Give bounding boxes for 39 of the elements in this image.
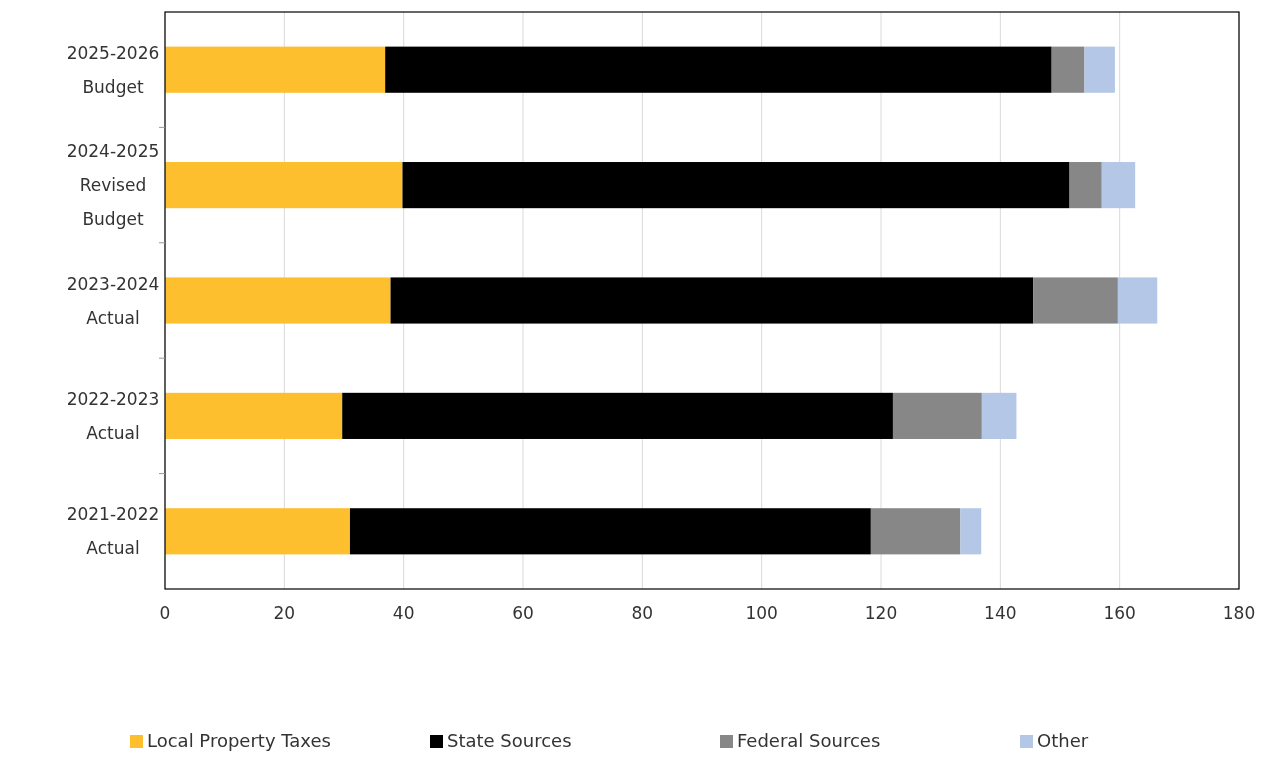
bar <box>385 46 1052 93</box>
bar <box>870 508 961 555</box>
legend-label: Local Property Taxes <box>147 730 331 751</box>
y-tick-label: 2025-2026 Budget <box>66 42 160 97</box>
x-tick-label: 60 <box>512 603 534 623</box>
bar <box>165 46 386 93</box>
bar <box>165 508 350 555</box>
x-tick-label: 40 <box>392 603 415 623</box>
bar <box>165 277 391 324</box>
bar <box>1051 46 1085 93</box>
bar <box>349 508 871 555</box>
bar <box>402 162 1070 209</box>
x-tick-label: 20 <box>273 603 296 623</box>
y-tick-label: 2023-2024 Actual <box>66 273 160 328</box>
x-tick-label: 140 <box>984 603 1017 623</box>
x-tick-label: 120 <box>864 603 898 623</box>
legend-label: Other <box>1037 730 1089 751</box>
bar <box>342 392 893 439</box>
y-tick-label: 2022-2023 Actual <box>66 388 160 443</box>
bar <box>390 277 1034 324</box>
bar <box>1101 162 1136 209</box>
bar <box>981 392 1017 439</box>
y-tick-label: 2024-2025 Revised Budget <box>66 141 160 230</box>
x-tick-label: 160 <box>1103 603 1136 623</box>
bar <box>1084 46 1115 93</box>
y-tick-label: 2021-2022 Actual <box>66 504 160 559</box>
bar <box>165 392 343 439</box>
bar <box>1117 277 1158 324</box>
x-tick-label: 80 <box>631 603 654 623</box>
x-tick-label: 0 <box>159 603 171 623</box>
x-tick-label: 180 <box>1222 603 1256 623</box>
bar <box>165 162 403 209</box>
bar <box>960 508 982 555</box>
bar <box>892 392 982 439</box>
bar <box>1069 162 1102 209</box>
x-tick-label: 100 <box>745 603 778 623</box>
bar <box>1033 277 1118 324</box>
legend-label: State Sources <box>447 730 572 751</box>
legend-label: Federal Sources <box>737 730 881 751</box>
